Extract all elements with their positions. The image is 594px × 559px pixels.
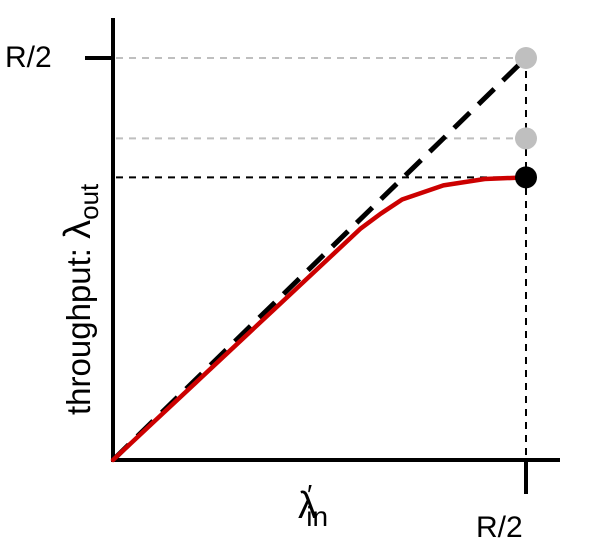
y-axis-label-subscript: out xyxy=(74,183,104,220)
actual-throughput-curve xyxy=(110,175,529,463)
series-group xyxy=(110,56,529,463)
markers-group xyxy=(515,47,537,189)
marker-gray xyxy=(515,127,537,150)
ticks-group xyxy=(85,56,528,494)
x-axis-label: λ′ in xyxy=(298,479,328,532)
x-axis-label-subscript: in xyxy=(306,501,328,532)
y-tick-label: R/2 xyxy=(5,41,52,74)
x-axis-label-symbol: λ xyxy=(298,485,317,527)
ideal-throughput-line xyxy=(111,56,528,462)
y-axis-label: throughput: λout xyxy=(57,183,104,415)
axes xyxy=(111,18,560,462)
marker-gray xyxy=(515,47,537,69)
marker-black xyxy=(515,166,537,189)
x-axis-label-prime: ′ xyxy=(307,479,312,510)
reference-lines xyxy=(116,57,527,460)
y-axis-label-symbol: λ xyxy=(57,220,99,239)
y-axis-label-prefix: throughput: xyxy=(60,239,97,415)
x-tick-label: R/2 xyxy=(476,511,523,544)
